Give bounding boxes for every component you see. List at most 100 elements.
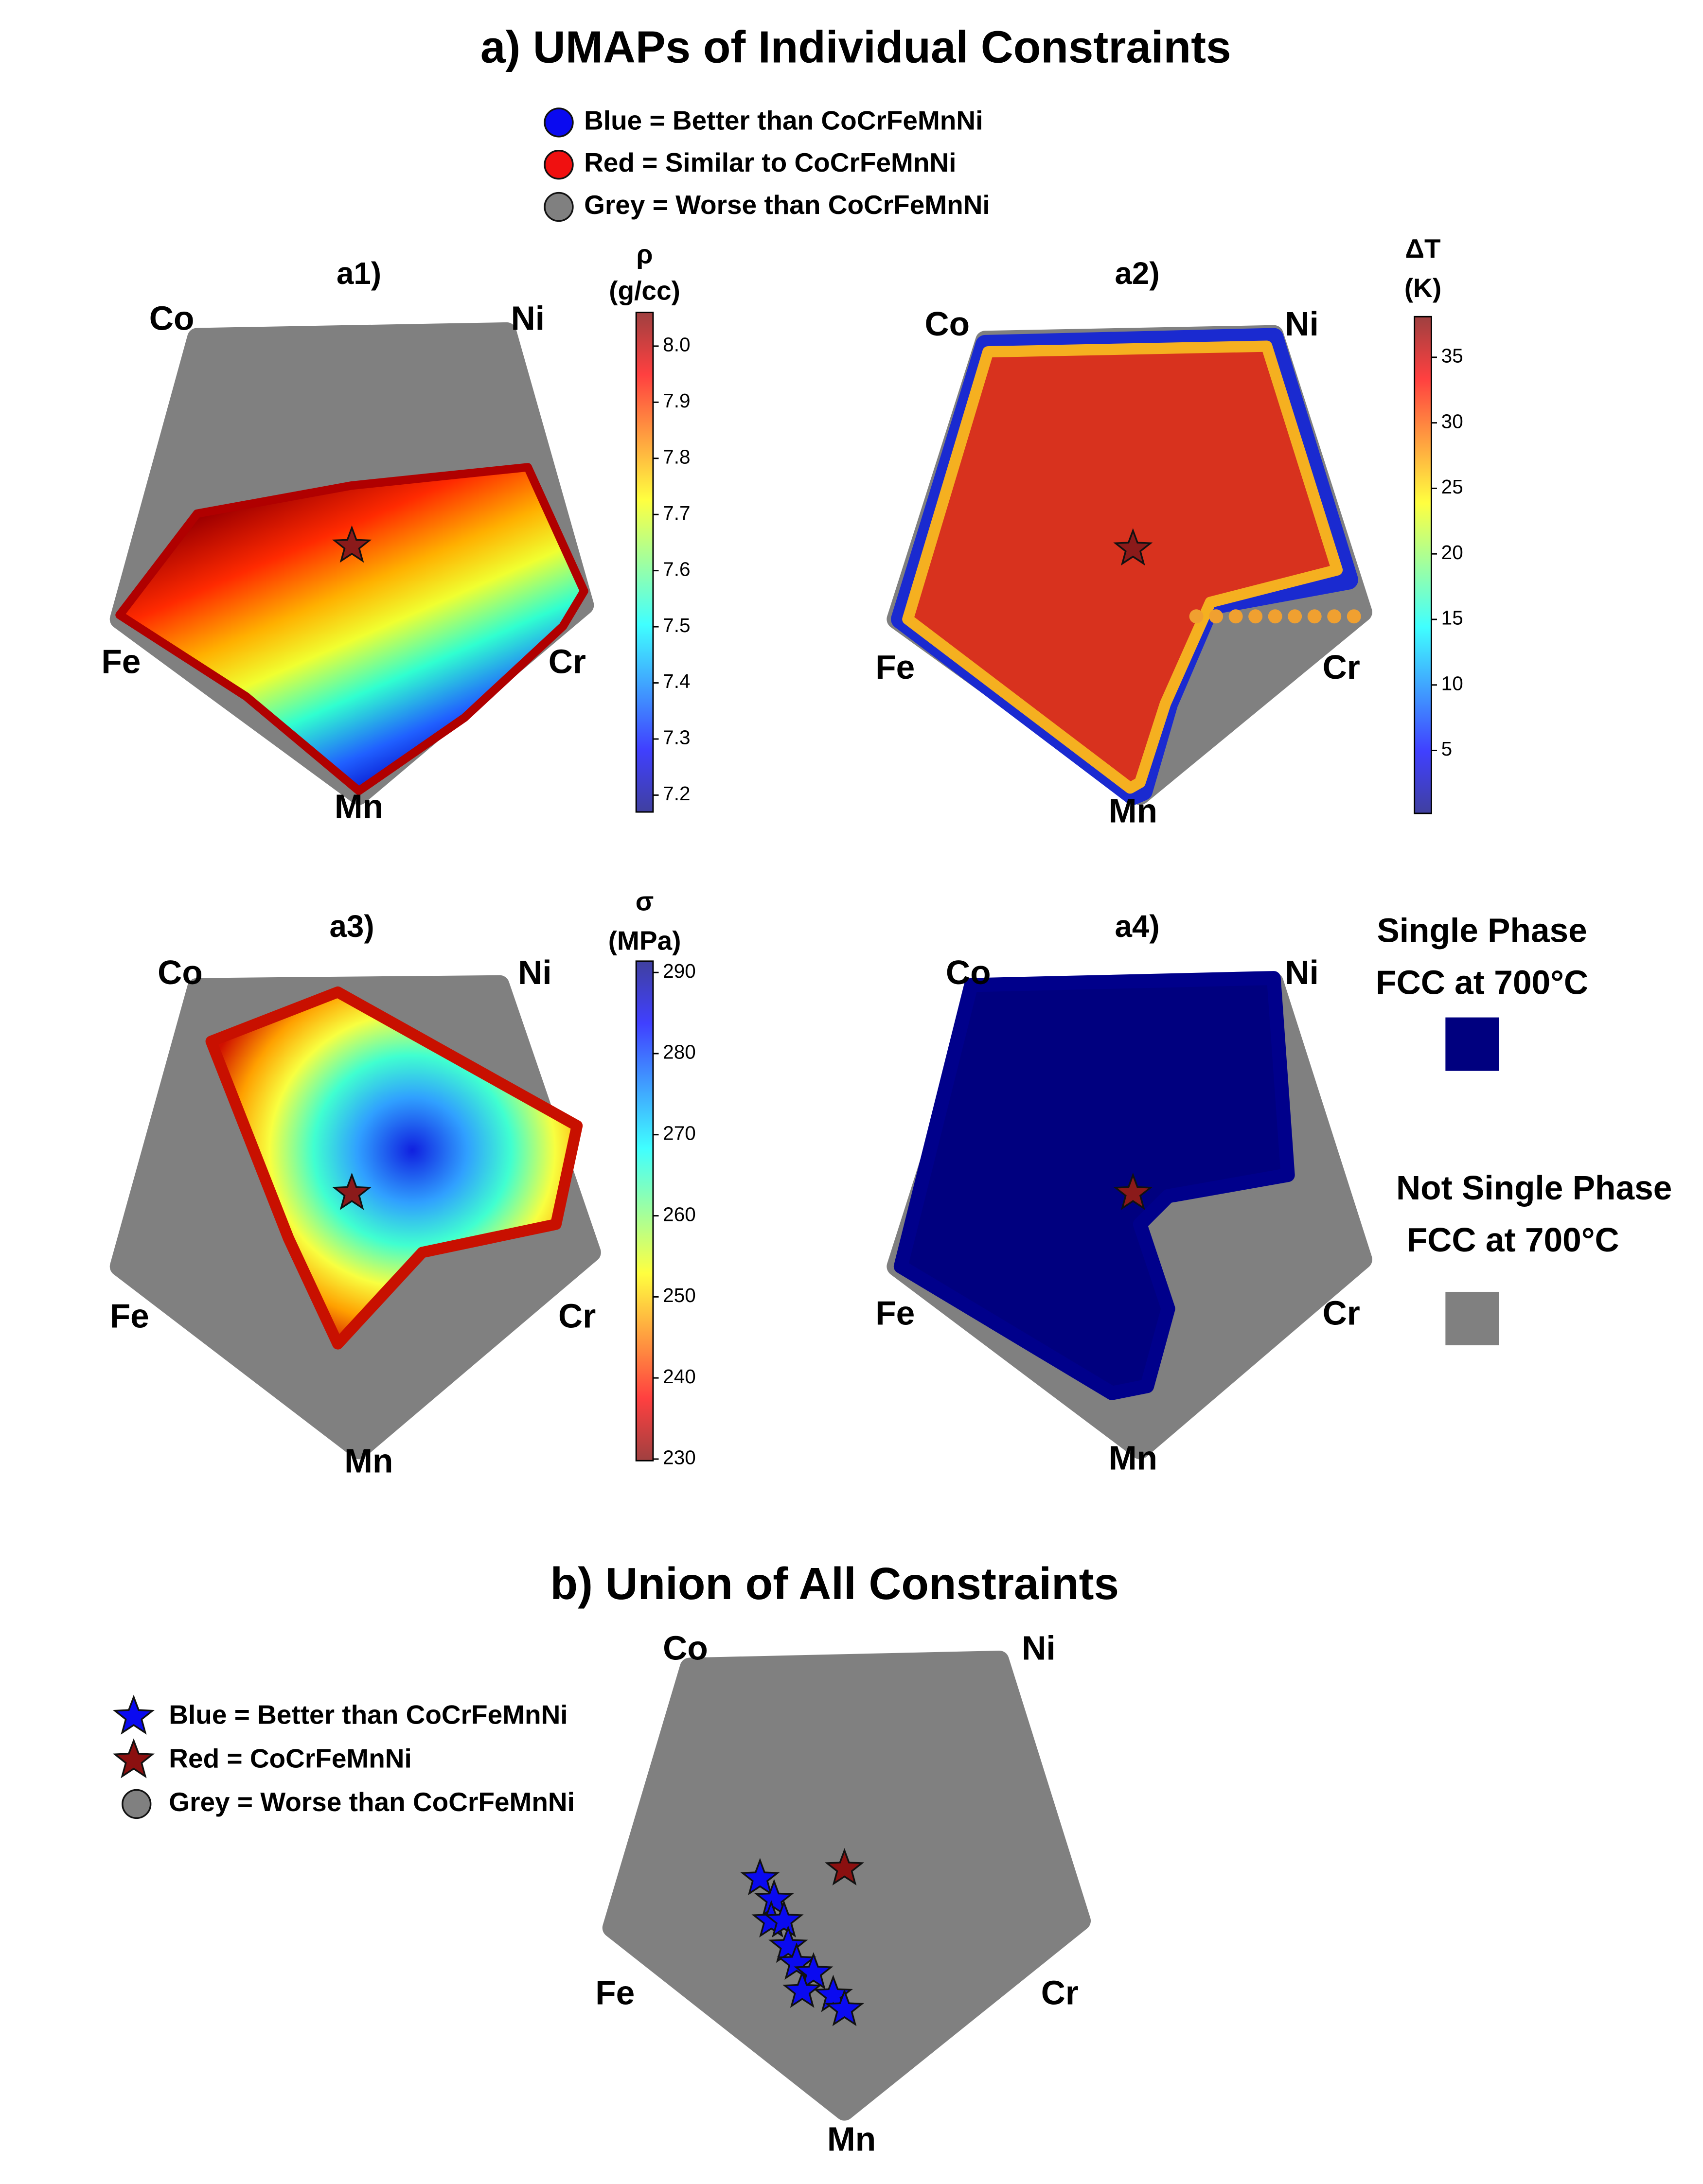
colorbar-title: ΔT	[1405, 233, 1440, 264]
colorbar-tick-label: 7.9	[663, 389, 690, 412]
legend-label: Grey = Worse than CoCrFeMnNi	[169, 1787, 575, 1817]
vertex-label: Ni	[1022, 1629, 1055, 1667]
phase-legend-label: FCC at 700°C	[1376, 963, 1588, 1001]
vertex-label: Ni	[1285, 953, 1318, 991]
legend-label: Blue = Better than CoCrFeMnNi	[584, 105, 983, 135]
colorbar-tick-label: 7.2	[663, 782, 690, 805]
phase-legend-label: Single Phase	[1377, 911, 1587, 949]
star-marker	[824, 1989, 865, 2026]
star-marker	[740, 1858, 780, 1896]
colorbar-unit: (K)	[1404, 273, 1441, 303]
colorbar-tick-label: 240	[663, 1365, 696, 1388]
vertex-label: Mn	[827, 2120, 876, 2158]
star-marker	[112, 1738, 155, 1779]
panel-label: a2)	[1115, 256, 1160, 291]
union-title: b) Union of All Constraints	[550, 1558, 1119, 1609]
density-region	[115, 463, 588, 795]
legend-marker	[544, 107, 574, 138]
vertex-label: Ni	[511, 299, 545, 337]
vertex-label: Ni	[518, 953, 551, 991]
legend-label: Grey = Worse than CoCrFeMnNi	[584, 190, 990, 220]
colorbar-tick-label: 30	[1441, 410, 1463, 432]
figure-title: a) UMAPs of Individual Constraints	[480, 22, 1231, 72]
star-marker	[1113, 1172, 1153, 1210]
colorbar-title: ρ	[637, 239, 653, 269]
colorbar-tick-label: 250	[663, 1284, 696, 1306]
vertex-label: Ni	[1285, 305, 1318, 343]
vertex-label: Mn	[335, 788, 383, 826]
star-marker	[777, 1942, 816, 1980]
colorbar-tick-label: 20	[1441, 541, 1463, 564]
colorbar	[635, 312, 654, 813]
vertex-label: Fe	[875, 1294, 915, 1332]
vertex-label: Mn	[1109, 1439, 1157, 1477]
colorbar	[1414, 316, 1432, 814]
vertex-label: Cr	[558, 1297, 596, 1335]
colorbar-tick-label: 260	[663, 1203, 696, 1225]
strength-region	[205, 986, 583, 1350]
colorbar-tick-label: 270	[663, 1122, 696, 1144]
colorbar-tick-label: 7.7	[663, 502, 690, 524]
colorbar-unit: (MPa)	[608, 926, 681, 956]
vertex-label: Fe	[101, 643, 141, 681]
vertex-label: Cr	[549, 643, 586, 681]
colorbar-tick-label: 7.6	[663, 558, 690, 580]
legend-label: Red = CoCrFeMnNi	[169, 1743, 411, 1773]
star-marker	[824, 1848, 865, 1885]
phase-legend-swatch	[1445, 1017, 1499, 1071]
phase-legend-label: FCC at 700°C	[1407, 1221, 1619, 1259]
vertex-label: Cr	[1041, 1973, 1079, 2011]
vertex-label: Co	[663, 1629, 708, 1667]
colorbar-tick-label: 25	[1441, 476, 1463, 498]
vertex-label: Co	[925, 305, 970, 343]
colorbar-tick-label: 7.5	[663, 614, 690, 636]
star-marker	[794, 1952, 834, 1990]
star-marker	[1113, 528, 1153, 566]
vertex-label: Fe	[110, 1297, 149, 1335]
vertex-label: Mn	[344, 1442, 393, 1479]
colorbar-tick-label: 15	[1441, 607, 1463, 629]
legend-marker	[544, 192, 574, 222]
vertex-label: Fe	[595, 1973, 635, 2011]
vertex-label: Co	[149, 299, 195, 337]
star-marker	[332, 525, 372, 563]
panel-label: a1)	[337, 256, 381, 291]
colorbar-title: σ	[636, 886, 654, 916]
colorbar-tick-label: 10	[1441, 672, 1463, 694]
star-marker	[754, 1879, 794, 1917]
panel-label: a3)	[330, 909, 374, 944]
phase-legend-swatch	[1445, 1291, 1499, 1345]
fcc-region	[893, 971, 1295, 1400]
star-marker	[332, 1172, 372, 1210]
colorbar	[635, 960, 654, 1462]
colorbar-tick-label: 35	[1441, 345, 1463, 367]
legend-marker	[544, 150, 574, 180]
vertex-label: Cr	[1323, 648, 1360, 686]
colorbar-tick-label: 7.8	[663, 445, 690, 468]
colorbar-tick-label: 290	[663, 960, 696, 982]
colorbar-tick-label: 7.3	[663, 726, 690, 749]
star-marker	[764, 1900, 804, 1938]
colorbar-tick-label: 7.4	[663, 670, 690, 692]
vertex-label: Fe	[875, 648, 915, 686]
star-marker	[782, 1970, 822, 2008]
colorbar-unit: (g/cc)	[609, 276, 680, 306]
vertex-label: Mn	[1109, 792, 1157, 829]
legend-label: Red = Similar to CoCrFeMnNi	[584, 147, 956, 177]
colorbar-tick-label: 230	[663, 1446, 696, 1469]
colorbar-tick-label: 8.0	[663, 334, 690, 356]
colorbar-tick-label: 5	[1441, 738, 1453, 760]
vertex-label: Cr	[1323, 1294, 1360, 1332]
composition-space	[602, 1651, 1091, 2121]
panel-label: a4)	[1115, 909, 1160, 944]
vertex-label: Co	[946, 953, 991, 991]
vertex-label: Co	[158, 953, 203, 991]
colorbar-tick-label: 280	[663, 1041, 696, 1063]
star-marker	[112, 1694, 155, 1735]
legend-label: Blue = Better than CoCrFeMnNi	[169, 1700, 568, 1730]
phase-legend-label: Not Single Phase	[1396, 1169, 1672, 1207]
star-marker	[768, 1925, 808, 1963]
legend-marker	[122, 1789, 152, 1819]
delta-t-region	[902, 340, 1343, 794]
